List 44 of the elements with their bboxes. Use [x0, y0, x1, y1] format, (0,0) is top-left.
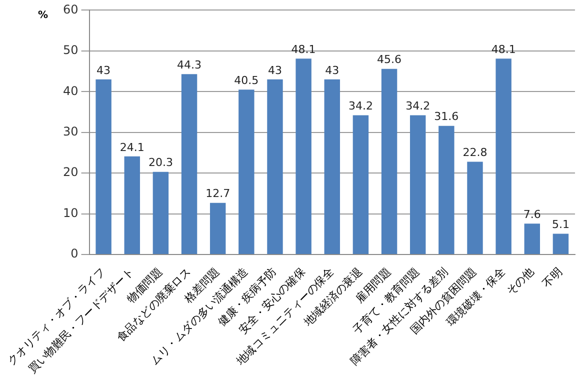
y-tick-label: 60 — [62, 2, 78, 16]
data-label: 7.6 — [523, 208, 541, 221]
data-label: 34.2 — [406, 100, 430, 113]
y-tick-label: 10 — [62, 206, 78, 220]
bar — [467, 162, 483, 254]
bar — [238, 90, 254, 254]
bar — [496, 58, 512, 254]
bar — [124, 156, 140, 254]
bar — [96, 79, 112, 254]
data-label: 43 — [96, 64, 111, 77]
y-tick-label: 20 — [62, 165, 78, 180]
y-tick-label: 0 — [70, 246, 78, 261]
bar — [381, 68, 398, 254]
bar — [552, 234, 569, 254]
bar — [352, 115, 369, 254]
data-label: 43 — [325, 64, 340, 77]
data-label: 12.7 — [206, 187, 230, 200]
data-label: 45.6 — [377, 53, 402, 66]
data-label: 20.3 — [148, 156, 173, 170]
y-tick-label: 30 — [62, 124, 78, 138]
data-label: 43 — [268, 64, 282, 77]
data-label: 44.3 — [177, 58, 202, 72]
y-axis-title: % — [38, 10, 48, 21]
bar — [152, 172, 169, 254]
data-label: 5.1 — [552, 218, 570, 232]
y-tick-label: 40 — [62, 84, 78, 98]
bar — [267, 79, 283, 254]
data-label: 31.6 — [434, 110, 459, 124]
x-tick-label: その他 — [504, 265, 536, 298]
x-tick-label: 不明 — [540, 265, 565, 290]
data-label: 48.1 — [291, 43, 316, 56]
bar — [181, 74, 198, 254]
data-label: 40.5 — [234, 74, 259, 87]
data-label: 22.8 — [462, 146, 488, 160]
bar — [410, 115, 426, 254]
bar — [438, 126, 454, 254]
data-label: 34.2 — [348, 100, 373, 113]
y-tick-label: 50 — [62, 43, 78, 58]
bar — [524, 224, 540, 254]
bar — [296, 58, 312, 254]
data-label: 24.1 — [120, 140, 144, 154]
bar — [324, 79, 340, 254]
data-label: 48.1 — [491, 43, 516, 56]
bar — [210, 202, 226, 254]
